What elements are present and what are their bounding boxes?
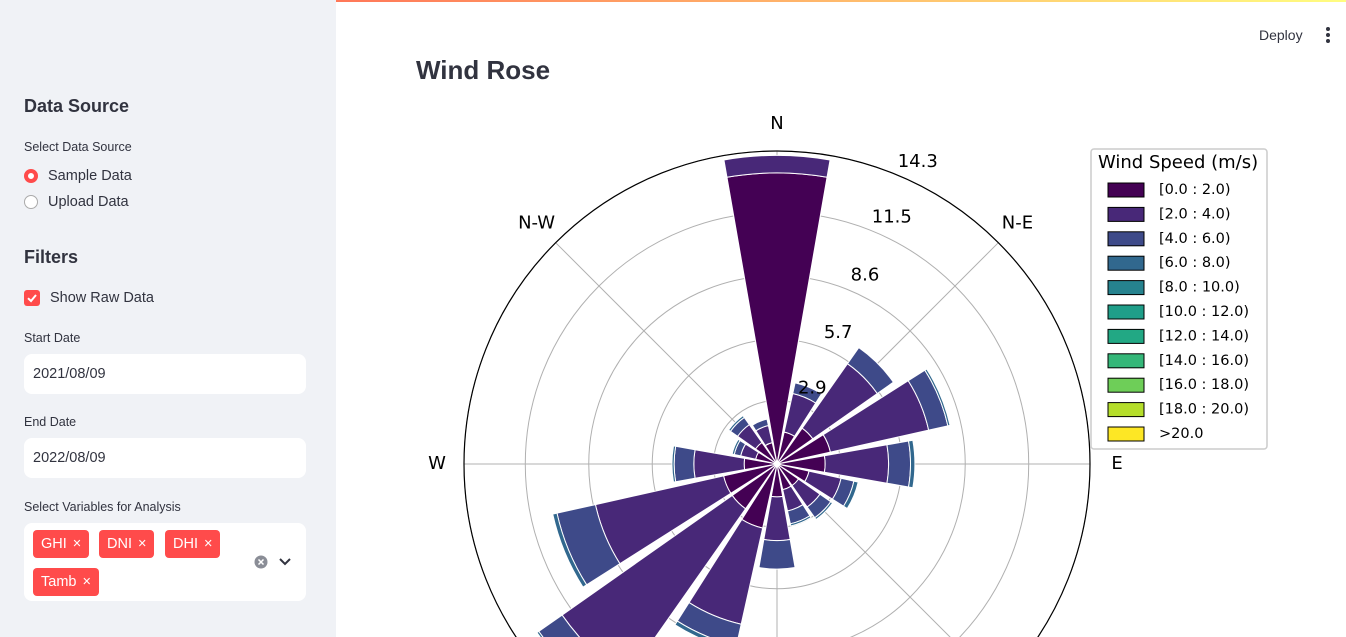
legend-label: [18.0 : 20.0) xyxy=(1159,402,1249,418)
wind-bar xyxy=(792,382,823,404)
clear-button[interactable] xyxy=(253,554,269,570)
r-tick-label: 14.3 xyxy=(898,151,938,172)
legend-swatch xyxy=(1107,182,1145,198)
clear-x xyxy=(257,558,265,566)
wind-bar xyxy=(673,445,696,483)
tag-label: DNI xyxy=(107,536,132,552)
label: Select Variables for Analysis xyxy=(24,500,181,514)
radio-label[interactable]: Sample Data xyxy=(48,168,132,184)
wind-bar xyxy=(731,438,741,456)
wind-bar xyxy=(924,368,951,427)
r-tick-label: 8.6 xyxy=(851,264,880,285)
heading: Data Source xyxy=(24,96,130,116)
deploy-button[interactable]: Deploy xyxy=(1259,27,1303,43)
date-input[interactable]: 2022/08/09 xyxy=(24,438,306,478)
legend-label: >20.0 xyxy=(1159,426,1203,442)
legend-label: [6.0 : 8.0) xyxy=(1159,255,1231,271)
checkmark xyxy=(27,294,37,303)
legend-label: [12.0 : 14.0) xyxy=(1159,328,1249,344)
wind-bar xyxy=(751,418,770,432)
tag[interactable]: DHI × xyxy=(165,530,221,558)
multiselect[interactable]: GHI × DNI × DHI × Tamb × xyxy=(24,523,306,601)
tag[interactable]: DNI × xyxy=(99,530,155,558)
wind-bar xyxy=(538,614,581,637)
checkbox[interactable] xyxy=(24,290,40,306)
direction-label: N-W xyxy=(518,213,555,234)
tag-label: DHI xyxy=(173,536,198,552)
r-tick-label: 5.7 xyxy=(824,322,853,343)
wind-bar xyxy=(814,501,834,521)
radio[interactable] xyxy=(24,195,38,209)
checkbox-label[interactable]: Show Raw Data xyxy=(50,290,154,306)
wind-bar xyxy=(723,154,831,178)
legend-swatch xyxy=(1107,255,1145,271)
main-menu[interactable] xyxy=(1322,26,1334,44)
label: Start Date xyxy=(24,331,81,345)
tag[interactable]: Tamb × xyxy=(33,568,99,596)
wind-bar xyxy=(789,515,812,527)
legend-swatch xyxy=(1107,402,1145,418)
direction-label: N xyxy=(770,113,783,134)
legend-box xyxy=(1090,148,1268,450)
wind-bar xyxy=(674,620,711,637)
legend-label: [8.0 : 10.0) xyxy=(1159,280,1240,296)
chevron xyxy=(279,558,291,566)
legend-swatch xyxy=(1107,353,1145,369)
heading: Filters xyxy=(24,247,79,267)
legend-swatch xyxy=(1107,206,1145,222)
tag-label: Tamb xyxy=(41,574,77,590)
wind-bar xyxy=(552,512,588,588)
r-tick-label: 11.5 xyxy=(872,207,912,228)
tag-remove[interactable]: × xyxy=(203,536,213,552)
legend-label: [2.0 : 4.0) xyxy=(1159,206,1231,222)
tag-remove[interactable]: × xyxy=(137,536,147,552)
tag-remove[interactable]: × xyxy=(72,536,82,552)
tag[interactable]: GHI × xyxy=(33,530,90,558)
menu-dot xyxy=(1326,39,1330,43)
direction-label: N-E xyxy=(1002,213,1033,234)
label: End Date xyxy=(24,415,77,429)
legend-title: Wind Speed (m/s) xyxy=(1098,152,1258,173)
checkbox-box xyxy=(24,290,40,306)
legend-swatch xyxy=(1107,231,1145,247)
menu-dot xyxy=(1326,33,1330,37)
sidebar: Data Source Select Data Source Sample Da… xyxy=(0,0,336,637)
legend-label: [10.0 : 12.0) xyxy=(1159,304,1249,320)
wind-bar xyxy=(671,445,677,483)
tag-remove[interactable]: × xyxy=(82,574,91,590)
legend-label: [0.0 : 2.0) xyxy=(1159,182,1231,198)
legend-swatch xyxy=(1107,328,1145,344)
tag-label: GHI xyxy=(41,536,67,552)
polar-frame xyxy=(463,150,1091,637)
legend-label: [16.0 : 18.0) xyxy=(1159,377,1249,393)
dropdown-arrow[interactable] xyxy=(278,556,292,568)
legend-swatch xyxy=(1107,377,1145,393)
date-input[interactable]: 2021/08/09 xyxy=(24,354,306,394)
direction-label: W xyxy=(428,453,446,474)
page-title: Wind Rose xyxy=(416,55,551,85)
wind-bar xyxy=(676,601,742,637)
wind-bar xyxy=(907,439,916,489)
legend-label: [4.0 : 6.0) xyxy=(1159,231,1231,247)
wind-bar xyxy=(886,440,911,488)
legend-label: [14.0 : 16.0) xyxy=(1159,353,1249,369)
wind-bar xyxy=(758,538,796,570)
chart: 2.9 5.7 8.6 11.5 14.3 N N-E E W N-W Wind Speed (m/… xyxy=(428,113,1268,637)
menu-dot xyxy=(1326,27,1330,31)
radio[interactable] xyxy=(24,169,38,183)
direction-label: E xyxy=(1111,453,1122,474)
wind-bar xyxy=(846,346,895,395)
top-decoration xyxy=(0,0,1346,2)
wind-bar xyxy=(727,414,745,432)
legend-swatch xyxy=(1107,280,1145,296)
wind-bar xyxy=(536,630,544,637)
r-tick-label: 2.9 xyxy=(798,377,827,398)
wind-bar xyxy=(842,480,859,510)
label: Select Data Source xyxy=(24,140,132,154)
legend-swatch xyxy=(1107,426,1145,442)
radio-label[interactable]: Upload Data xyxy=(48,194,129,210)
legend-swatch xyxy=(1107,304,1145,320)
